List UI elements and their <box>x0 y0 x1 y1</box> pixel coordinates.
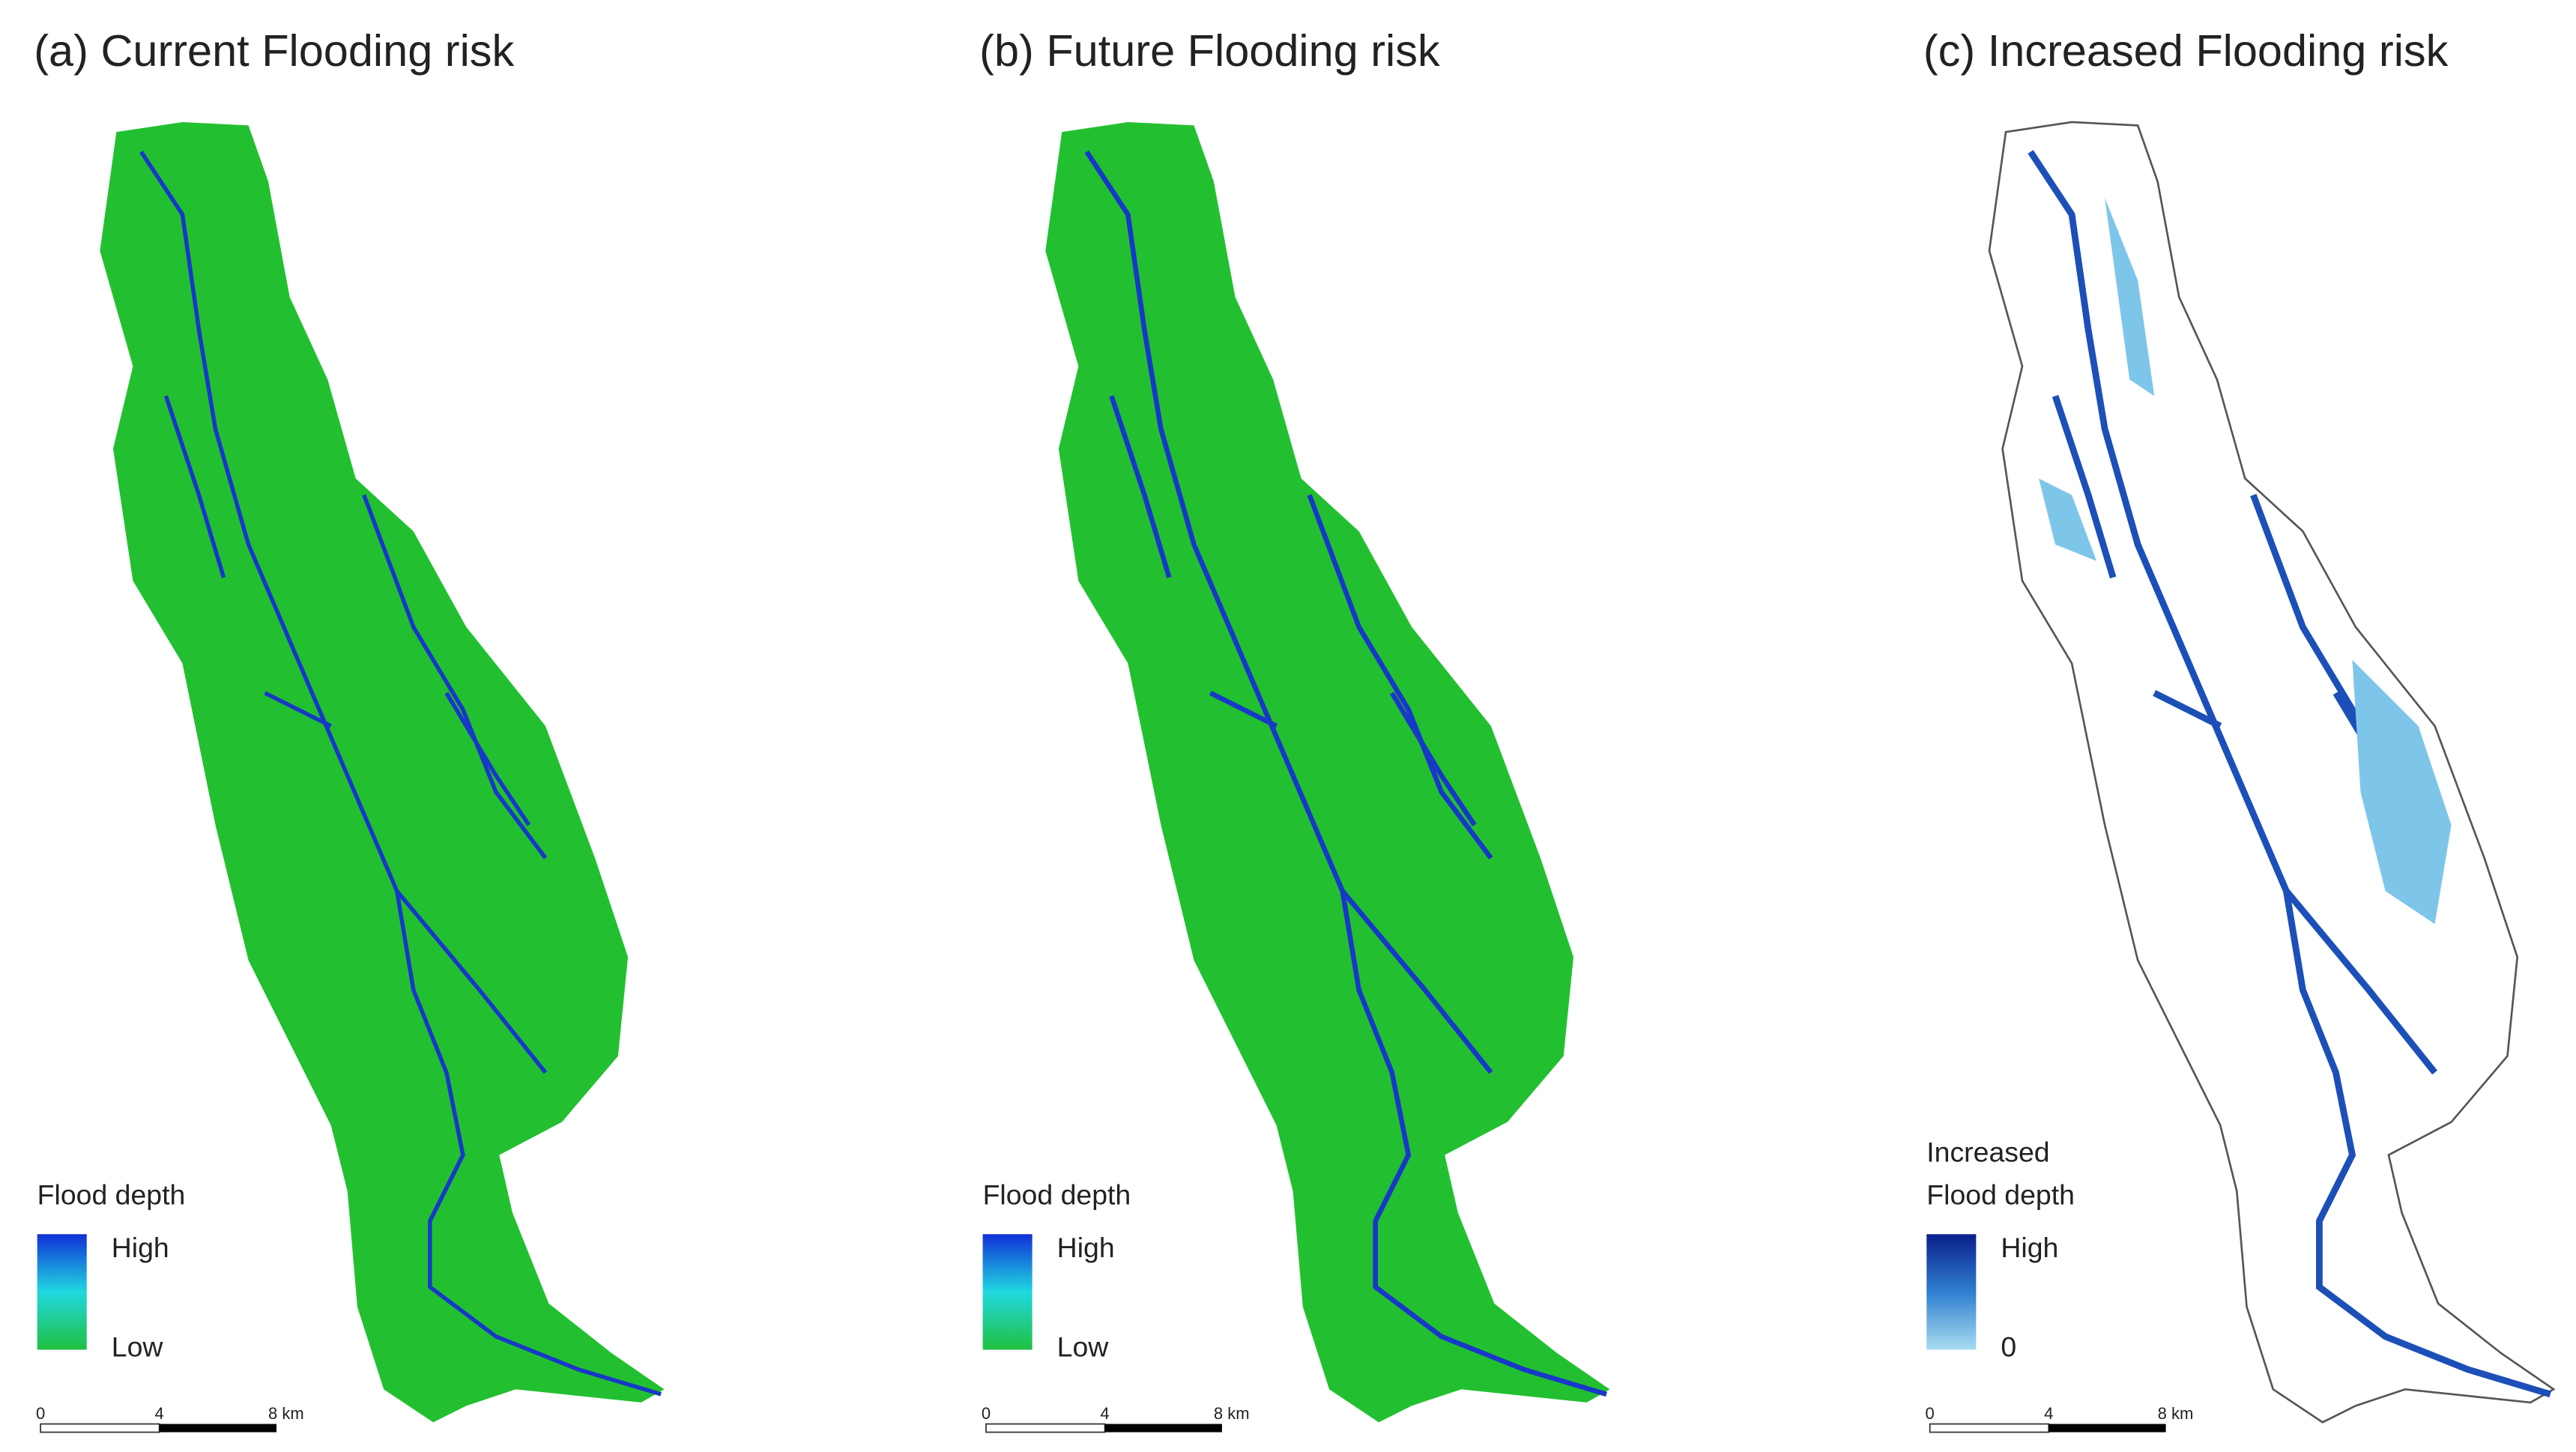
legend-title: Increased <box>1926 1136 2049 1167</box>
legend-high: High <box>2001 1232 2058 1263</box>
panel-title: (c) Increased Flooding risk <box>1923 25 2449 76</box>
legend-high: High <box>1057 1232 1115 1263</box>
legend-title: Flood depth <box>1926 1179 2075 1211</box>
scale-label: 4 <box>2044 1404 2053 1423</box>
legend-title: Flood depth <box>983 1179 1131 1211</box>
scale-label: 8 km <box>2158 1404 2194 1423</box>
legend-low: Low <box>1057 1331 1110 1362</box>
legend-title: Flood depth <box>37 1179 186 1211</box>
scale-bar <box>1104 1424 1222 1433</box>
legend-high: High <box>112 1232 169 1263</box>
basin-map <box>1045 121 1610 1423</box>
scale-label: 4 <box>155 1404 164 1423</box>
scale-bar <box>40 1423 160 1433</box>
panel-a: (a) Current Flooding risk Flood depth Hi… <box>34 25 665 1433</box>
scale-bar <box>1929 1423 2050 1433</box>
basin-map <box>100 121 665 1423</box>
basin-outline <box>1988 121 2555 1424</box>
scale-bar <box>985 1423 1106 1433</box>
panel-title: (a) Current Flooding risk <box>34 25 514 76</box>
legend-low: Low <box>112 1331 164 1362</box>
legend-low: 0 <box>2001 1331 2016 1362</box>
scale-label: 0 <box>1926 1404 1935 1423</box>
panel-c: (c) Increased Flooding risk Increased Fl… <box>1923 25 2555 1433</box>
scale-bar <box>2049 1424 2166 1433</box>
panel-title: (b) Future Flooding risk <box>979 25 1440 76</box>
flood-increase-area <box>2039 198 2452 925</box>
legend-ramp <box>1926 1234 1977 1350</box>
scale-label: 8 km <box>1214 1404 1250 1423</box>
scale-label: 0 <box>36 1404 45 1423</box>
panel-b: (b) Future Flooding risk Flood depth Hig… <box>979 25 1610 1433</box>
legend-ramp <box>982 1234 1032 1350</box>
scale-bar <box>159 1424 277 1433</box>
scale-label: 4 <box>1100 1404 1109 1423</box>
scale-label: 0 <box>982 1404 991 1423</box>
scale-label: 8 km <box>268 1404 304 1423</box>
legend-ramp <box>37 1234 87 1350</box>
